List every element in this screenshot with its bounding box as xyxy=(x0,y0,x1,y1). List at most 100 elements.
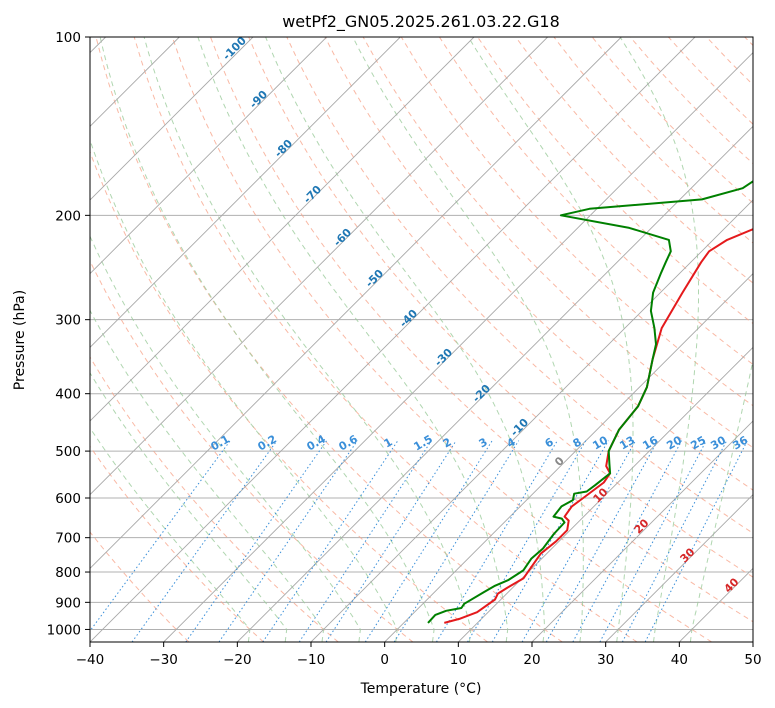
moist-adiabat xyxy=(90,371,288,642)
y-tick-label: 700 xyxy=(55,531,81,547)
mixing-ratio-line xyxy=(131,440,278,642)
mixing-ratio-label: 0.6 xyxy=(337,432,361,453)
dry-adiabat-label: -80 xyxy=(272,137,295,160)
mixing-ratio-label: 13 xyxy=(617,434,637,453)
dry-adiabat-label: -20 xyxy=(470,382,493,405)
moist-adiabat xyxy=(352,37,584,642)
isotherm xyxy=(752,641,753,642)
isotherm xyxy=(458,346,753,642)
series-line-1 xyxy=(427,180,753,624)
mixing-ratio-line xyxy=(644,440,748,642)
mixing-ratio-line xyxy=(393,440,520,642)
moist-adiabat xyxy=(99,37,435,642)
isotherm xyxy=(90,37,622,569)
series-line-0 xyxy=(444,228,753,624)
dry-adiabat-label: -100 xyxy=(220,34,249,63)
isotherm xyxy=(90,37,401,348)
x-tick-label: −30 xyxy=(149,652,178,668)
mixing-ratio-line xyxy=(491,440,609,642)
dry-adiabat xyxy=(90,531,190,642)
isotherm xyxy=(90,37,475,422)
y-tick-label: 300 xyxy=(55,313,81,329)
dry-adiabat xyxy=(90,445,264,642)
y-axis-ticks: 100 200 300 400 500 600 700 800 900 1000 xyxy=(47,30,90,638)
isotherm xyxy=(163,52,753,642)
x-tick-label: −10 xyxy=(297,652,326,668)
x-tick-label: 20 xyxy=(523,652,540,668)
isotherm xyxy=(605,494,753,642)
mixing-ratio-label: 6 xyxy=(543,435,556,450)
dry-adiabat-label: -60 xyxy=(331,226,354,249)
dry-adiabat xyxy=(515,37,753,284)
mixing-ratio-line xyxy=(218,440,358,642)
moist-adiabat xyxy=(143,37,472,642)
moist-adiabat xyxy=(689,358,753,642)
isotherm xyxy=(90,37,696,642)
mixing-ratio-label: 30 xyxy=(708,433,728,452)
pressure-gridlines xyxy=(90,36,753,630)
x-tick-label: −20 xyxy=(223,652,252,668)
plot-frame xyxy=(89,36,754,643)
dry-adiabat xyxy=(90,356,339,642)
chart-title: wetPf2_GN05.2025.261.03.22.G18 xyxy=(282,12,560,32)
y-tick-label: 1000 xyxy=(47,622,81,638)
dry-adiabat-label: -50 xyxy=(363,267,386,290)
y-tick-label: 100 xyxy=(55,30,81,46)
mixing-ratio-line xyxy=(467,440,587,642)
moist-adiabat xyxy=(467,37,634,642)
moist-adiabat xyxy=(90,309,325,642)
profile-series xyxy=(427,180,753,624)
mixing-ratio-line xyxy=(599,440,707,642)
dry-adiabat xyxy=(553,37,753,244)
mixing-ratio-label: 1.5 xyxy=(412,432,435,453)
moist-adiabat xyxy=(197,37,509,642)
mixing-ratio-line xyxy=(521,440,637,642)
dry-adiabat-label: -30 xyxy=(432,346,455,369)
dry-adiabat xyxy=(171,37,712,642)
mixing-ratio-label: 20 xyxy=(664,433,684,452)
isotherm xyxy=(310,199,753,642)
y-tick-label: 600 xyxy=(55,491,81,507)
mixing-ratio-label: 25 xyxy=(688,434,708,453)
y-tick-label: 800 xyxy=(55,565,81,581)
mixing-ratio-line xyxy=(185,440,328,642)
dry-adiabat-label: 20 xyxy=(632,516,652,536)
dry-adiabat xyxy=(744,37,753,47)
x-tick-label: 0 xyxy=(380,652,389,668)
mixing-ratio-label: 2 xyxy=(441,435,454,450)
dry-adiabat-label: -90 xyxy=(247,88,270,111)
isotherm xyxy=(90,37,254,201)
moist-adiabat xyxy=(90,235,361,642)
y-tick-label: 400 xyxy=(55,387,81,403)
dry-adiabat-label: 10 xyxy=(591,485,611,505)
mixing-ratio-label: 0.1 xyxy=(209,432,232,453)
y-tick-label: 200 xyxy=(55,208,81,224)
mixing-ratio-line xyxy=(435,440,558,642)
x-axis-label: Temperature (°C) xyxy=(360,681,482,697)
dry-adiabat-label: 40 xyxy=(722,575,742,595)
mixing-ratio-line xyxy=(298,440,432,642)
x-tick-label: 40 xyxy=(671,652,688,668)
isotherm xyxy=(90,37,548,496)
mixing-ratio-line xyxy=(621,440,728,642)
x-tick-label: 30 xyxy=(597,652,614,668)
isotherm xyxy=(90,37,327,275)
dry-adiabat-label: -40 xyxy=(397,307,420,330)
dry-adiabat xyxy=(400,37,753,407)
x-tick-label: −40 xyxy=(76,652,105,668)
dry-adiabat xyxy=(248,37,753,578)
x-axis-ticks: −40 −30 −20 −10 0 10 20 30 40 50 xyxy=(76,642,762,668)
isotherm xyxy=(237,125,753,642)
moist-adiabat xyxy=(90,138,398,642)
x-tick-label: 50 xyxy=(744,652,761,668)
x-tick-label: 10 xyxy=(450,652,467,668)
dry-adiabat xyxy=(95,37,563,642)
isotherm xyxy=(531,420,753,642)
mixing-ratio-line xyxy=(90,440,231,632)
y-tick-label: 500 xyxy=(55,444,81,460)
mixing-ratio-line xyxy=(262,440,399,642)
dry-adiabat-label: -70 xyxy=(301,183,324,206)
y-axis-label: Pressure (hPa) xyxy=(12,290,28,390)
mixing-ratio-label: 10 xyxy=(590,433,610,452)
